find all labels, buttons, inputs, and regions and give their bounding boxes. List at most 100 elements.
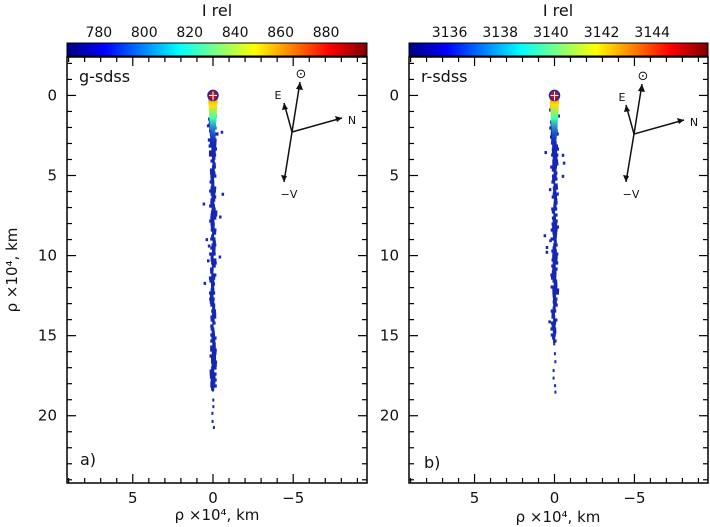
tail-segment — [212, 162, 216, 166]
tail-segment — [209, 354, 217, 358]
x-tick-label: 0 — [208, 489, 218, 507]
colorbar-tick-label: 3136 — [432, 25, 468, 41]
tail-fragment — [219, 215, 222, 219]
tail-segment — [552, 261, 559, 265]
colorbar-tick-label: 3144 — [634, 25, 670, 41]
tail-fragment — [553, 342, 556, 346]
tail-segment — [551, 258, 558, 262]
tail-segment — [551, 150, 558, 154]
tail-segment — [552, 330, 557, 334]
y-axis-label: ρ ×10⁴, km — [3, 228, 21, 313]
tail-segment — [211, 264, 216, 268]
tail-fragment — [561, 174, 565, 178]
tail-segment — [553, 183, 558, 187]
sun-arrow — [633, 83, 643, 135]
tail-segment — [210, 255, 214, 259]
tail-segment — [552, 297, 558, 301]
tail-segment — [210, 270, 214, 274]
tail-segment — [552, 267, 558, 271]
tail-segment — [210, 174, 217, 178]
tail-segment — [208, 144, 217, 148]
tail-segment — [211, 147, 218, 151]
tail-segment — [551, 207, 558, 211]
tail-segment — [552, 219, 558, 223]
tail-segment — [552, 234, 557, 238]
tail-fragment — [544, 151, 547, 155]
tail-fragment — [207, 244, 211, 248]
tail-segment — [550, 276, 557, 280]
tail-segment — [552, 246, 557, 250]
north-arrow — [633, 119, 685, 135]
x-tick-label: 0 — [550, 489, 560, 507]
colorbar-tick-label: 840 — [222, 25, 249, 41]
tail-segment — [211, 243, 217, 247]
tail-segment — [209, 375, 216, 379]
tail-segment — [553, 201, 558, 205]
tail-segment — [552, 255, 558, 259]
tail-segment — [209, 252, 216, 256]
x-axis-label: ρ ×10⁴, km — [516, 508, 601, 526]
tail-fragment — [211, 388, 214, 392]
tail-segment — [550, 273, 557, 277]
tail-fragment — [549, 239, 552, 243]
y-tick-label: 10 — [38, 247, 57, 265]
tail-segment — [553, 213, 558, 217]
tail-segment — [550, 321, 557, 325]
x-tick-label: 5 — [128, 489, 138, 507]
colorbar-tick-label: 3138 — [482, 25, 518, 41]
tail-segment — [211, 366, 217, 370]
tail-segment — [552, 294, 557, 298]
tail-segment — [209, 267, 214, 271]
panel-label: a) — [80, 450, 96, 469]
tail-segment — [210, 237, 216, 241]
tail-segment — [212, 306, 216, 310]
tail-segment — [211, 261, 217, 265]
coma-core — [207, 91, 218, 146]
colorbar-title: I rel — [202, 1, 232, 20]
tail-segment — [210, 201, 215, 205]
velocity-arrow — [625, 133, 635, 183]
tail-segment — [553, 303, 558, 307]
y-tick-label: 5 — [389, 167, 399, 185]
tail-fragment — [554, 360, 557, 364]
tail-segment — [209, 189, 216, 193]
tail-fragment — [554, 384, 557, 388]
tail-segment — [210, 360, 218, 364]
tail-segment — [552, 162, 559, 166]
tail-fragment — [212, 398, 215, 402]
tail-segment — [211, 351, 217, 355]
tail-segment — [553, 189, 557, 193]
y-tick-label: 0 — [389, 86, 399, 104]
tail-segment — [208, 276, 216, 280]
tail-segment — [212, 231, 217, 235]
tail-segment — [553, 318, 558, 322]
tail-segment — [210, 378, 217, 382]
compass: ⊙ E N −V — [275, 67, 357, 201]
x-tick-label: −5 — [282, 489, 304, 507]
tail-segment — [210, 282, 216, 286]
tail-segment — [553, 171, 558, 175]
east-label: E — [275, 89, 282, 102]
tail-segment — [551, 180, 556, 184]
tail-segment — [550, 333, 556, 337]
velocity-arrow — [283, 131, 293, 183]
y-tick-label: 20 — [38, 407, 57, 425]
x-tick-label: 5 — [470, 489, 480, 507]
tail-segment — [552, 156, 558, 160]
panel-r-sdss: I rel 3136 3138 3140 3142 3144 5 0 −505101520 … — [380, 1, 709, 526]
tail-segment — [551, 264, 556, 268]
tail-segment — [551, 315, 556, 319]
tail-segment — [210, 327, 215, 331]
tail-segment — [551, 216, 556, 220]
velocity-label: −V — [281, 188, 298, 201]
tail-segment — [210, 339, 216, 343]
tail-segment — [210, 213, 218, 217]
tail-segment — [550, 165, 558, 169]
tail-segment — [210, 186, 217, 190]
colorbar-tick-labels: 3136 3138 3140 3142 3144 — [432, 25, 670, 47]
tail-segment — [210, 210, 218, 214]
tail-segment — [210, 177, 215, 181]
tail-segment — [552, 288, 560, 292]
tail-segment — [209, 297, 215, 301]
